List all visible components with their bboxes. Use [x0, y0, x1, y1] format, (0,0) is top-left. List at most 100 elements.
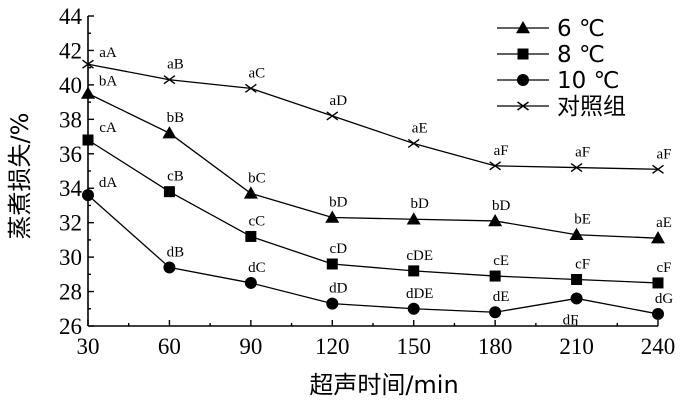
significance-label: cF — [657, 260, 672, 276]
significance-label: bE — [574, 212, 591, 228]
marker-stroke — [82, 59, 94, 69]
data-point-circle — [407, 302, 420, 315]
legend-marker-square — [517, 48, 529, 60]
x-axis-label: 超声时间/min — [309, 371, 458, 399]
data-point-triangle — [488, 213, 503, 227]
significance-label: bD — [411, 196, 430, 212]
y-tick-label: 26 — [59, 314, 82, 339]
significance-label: bD — [329, 195, 348, 211]
data-point-square — [163, 186, 175, 198]
data-point-circle — [244, 276, 257, 289]
significance-label: dB — [167, 244, 185, 260]
y-axis-label: 蒸煮损失/% — [6, 113, 34, 240]
marker-stroke — [517, 101, 529, 111]
x-tick-label: 240 — [641, 334, 676, 359]
significance-label: aE — [412, 120, 428, 136]
marker-stroke — [326, 111, 339, 121]
x-tick-label: 60 — [158, 334, 181, 359]
significance-label: aF — [657, 146, 672, 162]
legend-marker-circle — [517, 74, 529, 86]
data-point-square — [571, 274, 583, 285]
y-tick-label: 28 — [59, 280, 82, 305]
data-point-square — [326, 258, 338, 270]
series-markers — [81, 59, 665, 320]
data-point-x — [570, 162, 583, 173]
data-point-square — [489, 270, 501, 282]
data-point-x — [489, 161, 502, 171]
marker-stroke — [489, 161, 502, 171]
x-tick-label: 30 — [77, 334, 100, 359]
significance-label: dC — [248, 260, 266, 276]
data-point-square — [408, 265, 420, 277]
data-point-circle — [163, 261, 176, 274]
significance-label: dE — [493, 289, 510, 305]
data-point-x — [652, 164, 664, 174]
series-line-triangle — [87, 92, 659, 239]
x-tick-label: 90 — [239, 334, 262, 359]
data-point-triangle — [569, 227, 584, 240]
significance-label: dG — [655, 291, 674, 307]
significance-label: bB — [167, 110, 185, 126]
series-lines — [87, 63, 659, 315]
y-tick-label: 34 — [59, 176, 83, 201]
data-point-square — [652, 277, 664, 289]
significance-label: aA — [99, 45, 117, 61]
data-point-square — [82, 134, 94, 146]
data-point-triangle — [325, 210, 340, 223]
marker-stroke — [570, 162, 583, 173]
series-line-x — [87, 63, 659, 170]
data-point-triangle — [406, 212, 421, 225]
series-line-square — [87, 139, 659, 284]
data-point-circle — [326, 297, 339, 310]
point-labels: bA bB bC bD bD bD bE aE cA cB cC cD cDE cE cF cF dA dB dC d… — [99, 45, 674, 328]
y-tick-label: 42 — [59, 38, 82, 63]
data-point-circle — [652, 307, 664, 320]
legend-marker-triangle — [516, 21, 530, 34]
significance-label: dA — [99, 175, 118, 191]
significance-label: bD — [492, 198, 511, 214]
x-tick-label: 150 — [396, 334, 431, 359]
marker-stroke — [407, 138, 420, 149]
significance-label: aB — [167, 57, 184, 73]
legend-marker-x — [517, 101, 529, 111]
x-tick-label: 180 — [478, 334, 513, 359]
significance-label: cF — [575, 257, 590, 273]
significance-label: aC — [249, 65, 266, 81]
significance-label: cE — [493, 253, 509, 269]
marker-stroke — [652, 164, 664, 174]
legend-label: 6 ℃ — [557, 16, 605, 42]
significance-label: aE — [656, 215, 672, 231]
y-tick-label: 36 — [59, 142, 82, 167]
significance-label: dF — [563, 312, 579, 328]
y-tick-label: 30 — [59, 245, 82, 270]
y-tick-label: 40 — [59, 73, 82, 98]
significance-label: aF — [575, 145, 590, 161]
data-point-x — [163, 75, 176, 85]
data-point-x — [244, 83, 257, 93]
data-point-x — [82, 59, 94, 69]
data-point-circle — [570, 292, 583, 305]
data-point-triangle — [243, 186, 258, 199]
data-point-square — [245, 230, 257, 242]
marker-stroke — [163, 75, 176, 85]
series-line-circle — [87, 194, 659, 315]
y-tick-label: 44 — [59, 4, 83, 29]
x-tick-label: 210 — [559, 334, 594, 359]
significance-label: bC — [248, 170, 266, 186]
data-point-circle — [489, 306, 502, 319]
y-tick-label: 32 — [59, 211, 82, 236]
legend-label: 对照组 — [557, 94, 626, 120]
significance-label: aF — [494, 143, 509, 159]
axes: 26 28 30 32 34 36 38 40 42 44 30 60 90 120 150 180 210 24… — [59, 4, 675, 359]
data-point-circle — [82, 189, 94, 202]
significance-label: dD — [329, 281, 348, 297]
significance-label: cB — [167, 169, 184, 185]
marker-stroke — [244, 83, 257, 93]
data-point-triangle — [651, 231, 665, 244]
significance-label: aD — [330, 93, 348, 109]
data-point-triangle — [162, 126, 177, 139]
data-point-triangle — [81, 86, 95, 99]
data-point-x — [326, 111, 339, 121]
